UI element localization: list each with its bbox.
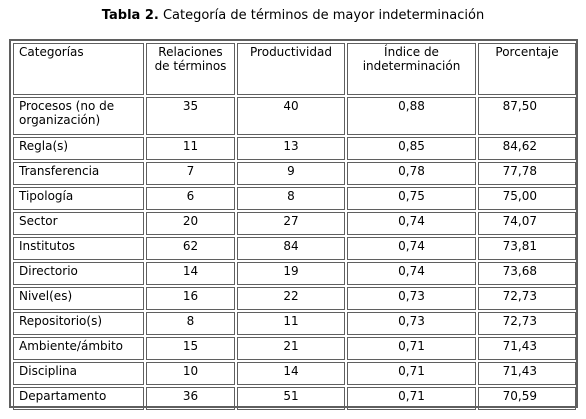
table-header-row: Categorías Relaciones de términos Produc…	[13, 43, 576, 95]
category-cell: Sector	[13, 212, 144, 235]
index-cell: 0,85	[347, 137, 476, 160]
index-cell: 0,88	[347, 97, 476, 135]
productivity-cell: 8	[237, 187, 345, 210]
index-cell: 0,75	[347, 187, 476, 210]
percentage-cell: 75,00	[478, 187, 576, 210]
category-cell: Ambiente/ámbito	[13, 337, 144, 360]
productivity-cell: 51	[237, 387, 345, 410]
index-cell: 0,74	[347, 262, 476, 285]
column-header: Porcentaje	[478, 43, 576, 95]
relations-cell: 62	[146, 237, 235, 260]
column-header: Productividad	[237, 43, 345, 95]
percentage-cell: 73,81	[478, 237, 576, 260]
productivity-cell: 9	[237, 162, 345, 185]
index-cell: 0,74	[347, 237, 476, 260]
data-table-frame: Categorías Relaciones de términos Produc…	[9, 39, 578, 410]
percentage-cell: 71,43	[478, 337, 576, 360]
table-caption: Tabla 2. Categoría de términos de mayor …	[0, 8, 586, 24]
percentage-cell: 72,73	[478, 312, 576, 335]
percentage-cell: 70,59	[478, 387, 576, 410]
relations-cell: 11	[146, 137, 235, 160]
category-cell: Nivel(es)	[13, 287, 144, 310]
relations-cell: 35	[146, 97, 235, 135]
productivity-cell: 11	[237, 312, 345, 335]
percentage-cell: 74,07	[478, 212, 576, 235]
index-cell: 0,74	[347, 212, 476, 235]
index-cell: 0,73	[347, 312, 476, 335]
category-cell: Repositorio(s)	[13, 312, 144, 335]
column-header: Relaciones de términos	[146, 43, 235, 95]
index-cell: 0,71	[347, 362, 476, 385]
table-row: Transferencia 7 9 0,78 77,78	[13, 162, 576, 185]
category-cell: Directorio	[13, 262, 144, 285]
productivity-cell: 13	[237, 137, 345, 160]
table-row: Nivel(es) 16 22 0,73 72,73	[13, 287, 576, 310]
category-cell: Disciplina	[13, 362, 144, 385]
percentage-cell: 72,73	[478, 287, 576, 310]
category-cell: Departamento	[13, 387, 144, 410]
productivity-cell: 19	[237, 262, 345, 285]
productivity-cell: 27	[237, 212, 345, 235]
table-row: Disciplina 10 14 0,71 71,43	[13, 362, 576, 385]
percentage-cell: 71,43	[478, 362, 576, 385]
percentage-cell: 84,62	[478, 137, 576, 160]
productivity-cell: 14	[237, 362, 345, 385]
table-row: Regla(s) 11 13 0,85 84,62	[13, 137, 576, 160]
data-table: Categorías Relaciones de términos Produc…	[11, 41, 578, 412]
column-header: Índice de indeterminación	[347, 43, 476, 95]
category-cell: Transferencia	[13, 162, 144, 185]
relations-cell: 6	[146, 187, 235, 210]
relations-cell: 8	[146, 312, 235, 335]
table-body: Procesos (no de organización) 35 40 0,88 87,…	[13, 97, 576, 410]
category-cell: Regla(s)	[13, 137, 144, 160]
index-cell: 0,71	[347, 337, 476, 360]
category-cell: Procesos (no de organización)	[13, 97, 144, 135]
table-row: Repositorio(s) 8 11 0,73 72,73	[13, 312, 576, 335]
index-cell: 0,73	[347, 287, 476, 310]
table-row: Departamento 36 51 0,71 70,59	[13, 387, 576, 410]
percentage-cell: 77,78	[478, 162, 576, 185]
table-row: Ambiente/ámbito 15 21 0,71 71,43	[13, 337, 576, 360]
index-cell: 0,78	[347, 162, 476, 185]
percentage-cell: 73,68	[478, 262, 576, 285]
relations-cell: 7	[146, 162, 235, 185]
column-header: Categorías	[13, 43, 144, 95]
table-title: Categoría de términos de mayor indetermi…	[162, 8, 485, 23]
relations-cell: 14	[146, 262, 235, 285]
table-row: Sector 20 27 0,74 74,07	[13, 212, 576, 235]
category-cell: Institutos	[13, 237, 144, 260]
relations-cell: 36	[146, 387, 235, 410]
table-number: Tabla 2.	[101, 8, 159, 23]
table-row: Institutos 62 84 0,74 73,81	[13, 237, 576, 260]
relations-cell: 15	[146, 337, 235, 360]
productivity-cell: 22	[237, 287, 345, 310]
index-cell: 0,71	[347, 387, 476, 410]
percentage-cell: 87,50	[478, 97, 576, 135]
table-row: Tipología 6 8 0,75 75,00	[13, 187, 576, 210]
table-row: Procesos (no de organización) 35 40 0,88 87,…	[13, 97, 576, 135]
productivity-cell: 21	[237, 337, 345, 360]
relations-cell: 10	[146, 362, 235, 385]
category-cell: Tipología	[13, 187, 144, 210]
relations-cell: 20	[146, 212, 235, 235]
productivity-cell: 40	[237, 97, 345, 135]
productivity-cell: 84	[237, 237, 345, 260]
relations-cell: 16	[146, 287, 235, 310]
table-row: Directorio 14 19 0,74 73,68	[13, 262, 576, 285]
